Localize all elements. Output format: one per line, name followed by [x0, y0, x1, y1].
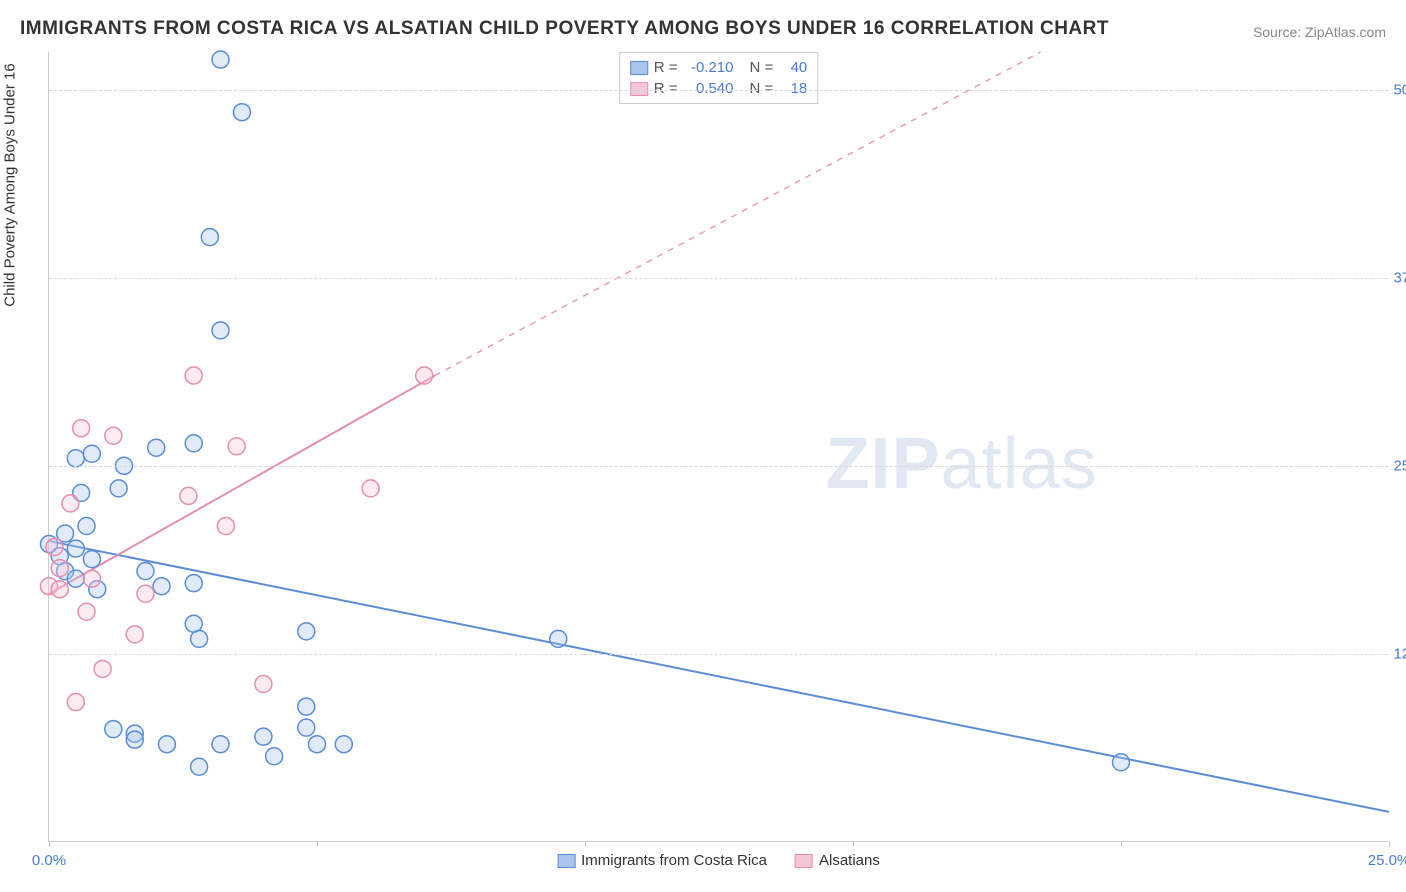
data-point-costa_rica — [309, 736, 326, 753]
gridline — [49, 90, 1388, 91]
data-point-alsatians — [51, 560, 68, 577]
y-tick-label: 12.5% — [1392, 645, 1406, 662]
data-point-costa_rica — [1113, 754, 1130, 771]
y-axis-label: Child Poverty Among Boys Under 16 — [2, 63, 19, 306]
data-point-costa_rica — [83, 551, 100, 568]
data-point-costa_rica — [191, 758, 208, 775]
data-point-costa_rica — [550, 630, 567, 647]
data-point-costa_rica — [126, 731, 143, 748]
data-point-costa_rica — [185, 435, 202, 452]
data-point-alsatians — [67, 694, 84, 711]
data-point-costa_rica — [67, 540, 84, 557]
data-point-costa_rica — [153, 578, 170, 595]
legend-swatch — [795, 854, 813, 868]
x-tick — [585, 841, 586, 847]
data-point-costa_rica — [110, 480, 127, 497]
data-point-costa_rica — [298, 698, 315, 715]
data-point-alsatians — [228, 438, 245, 455]
data-point-alsatians — [62, 495, 79, 512]
legend-label: Alsatians — [819, 852, 880, 869]
r-value: 0.540 — [684, 80, 734, 97]
legend-series: Immigrants from Costa Rica Alsatians — [557, 852, 880, 869]
data-point-costa_rica — [233, 104, 250, 121]
data-point-alsatians — [73, 420, 90, 437]
n-label: N = — [750, 80, 774, 97]
source-credit: Source: ZipAtlas.com — [1253, 24, 1386, 40]
data-point-costa_rica — [78, 518, 95, 535]
data-point-costa_rica — [191, 630, 208, 647]
data-point-alsatians — [46, 539, 63, 556]
data-point-alsatians — [185, 367, 202, 384]
x-tick — [317, 841, 318, 847]
data-point-alsatians — [83, 570, 100, 587]
legend-stats: R = -0.210 N = 40 R = 0.540 N = 18 — [619, 52, 819, 104]
data-point-costa_rica — [212, 51, 229, 68]
data-point-costa_rica — [83, 445, 100, 462]
data-point-costa_rica — [298, 719, 315, 736]
chart-svg — [49, 52, 1388, 841]
data-point-costa_rica — [298, 623, 315, 640]
r-value: -0.210 — [684, 59, 734, 76]
gridline — [49, 466, 1388, 467]
x-tick — [49, 841, 50, 847]
plot-area: ZIPatlas R =-0.210N =40R =0.540N =18 Imm… — [48, 52, 1388, 842]
y-tick-label: 37.5% — [1392, 269, 1406, 286]
legend-swatch — [630, 61, 648, 75]
legend-label: Immigrants from Costa Rica — [581, 852, 767, 869]
data-point-alsatians — [51, 581, 68, 598]
data-point-costa_rica — [266, 748, 283, 765]
data-point-alsatians — [362, 480, 379, 497]
legend-item-costa_rica: Immigrants from Costa Rica — [557, 852, 767, 869]
data-point-costa_rica — [255, 728, 272, 745]
legend-swatch — [630, 82, 648, 96]
data-point-costa_rica — [185, 575, 202, 592]
legend-stat-row-alsatians: R = 0.540 N = 18 — [630, 78, 808, 99]
data-point-costa_rica — [67, 570, 84, 587]
data-point-costa_rica — [158, 736, 175, 753]
gridline — [49, 278, 1388, 279]
x-tick — [1121, 841, 1122, 847]
n-label: N = — [750, 59, 774, 76]
y-tick-label: 25.0% — [1392, 457, 1406, 474]
x-tick — [1389, 841, 1390, 847]
legend-stat-row-costa_rica: R = -0.210 N = 40 — [630, 57, 808, 78]
x-tick-label: 0.0% — [32, 852, 66, 869]
data-point-costa_rica — [201, 229, 218, 246]
data-point-costa_rica — [67, 450, 84, 467]
data-point-costa_rica — [137, 563, 154, 580]
data-point-costa_rica — [212, 736, 229, 753]
data-point-alsatians — [217, 518, 234, 535]
data-point-alsatians — [105, 427, 122, 444]
data-point-costa_rica — [335, 736, 352, 753]
chart-title: IMMIGRANTS FROM COSTA RICA VS ALSATIAN C… — [20, 18, 1109, 40]
data-point-alsatians — [180, 487, 197, 504]
data-point-alsatians — [255, 676, 272, 693]
legend-swatch — [557, 854, 575, 868]
data-point-alsatians — [78, 603, 95, 620]
trend-line-costa_rica — [49, 541, 1389, 812]
data-point-alsatians — [137, 585, 154, 602]
data-point-costa_rica — [105, 721, 122, 738]
x-tick-label: 25.0% — [1368, 852, 1406, 869]
legend-item-alsatians: Alsatians — [795, 852, 880, 869]
data-point-costa_rica — [148, 439, 165, 456]
data-point-alsatians — [126, 626, 143, 643]
n-value: 18 — [779, 80, 807, 97]
data-point-alsatians — [416, 367, 433, 384]
y-tick-label: 50.0% — [1392, 81, 1406, 98]
r-label: R = — [654, 59, 678, 76]
r-label: R = — [654, 80, 678, 97]
n-value: 40 — [779, 59, 807, 76]
data-point-alsatians — [94, 660, 111, 677]
gridline — [49, 654, 1388, 655]
data-point-costa_rica — [212, 322, 229, 339]
x-tick — [853, 841, 854, 847]
